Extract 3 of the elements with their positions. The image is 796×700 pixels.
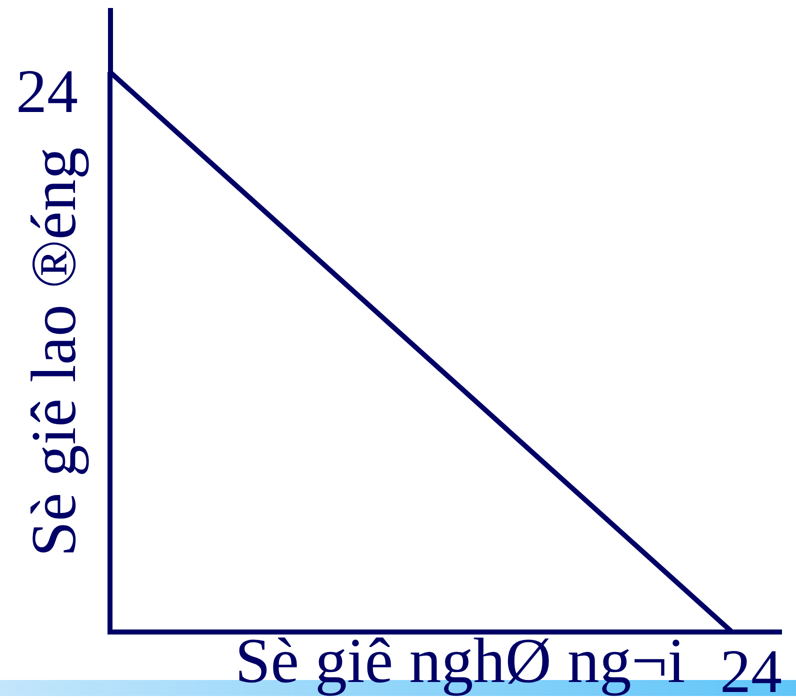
x-axis-title: Sè giê nghØ ng¬i (235, 625, 686, 696)
y-axis-title: Sè giê lao ®éng (18, 147, 89, 557)
annotation: 24 (16, 58, 78, 126)
